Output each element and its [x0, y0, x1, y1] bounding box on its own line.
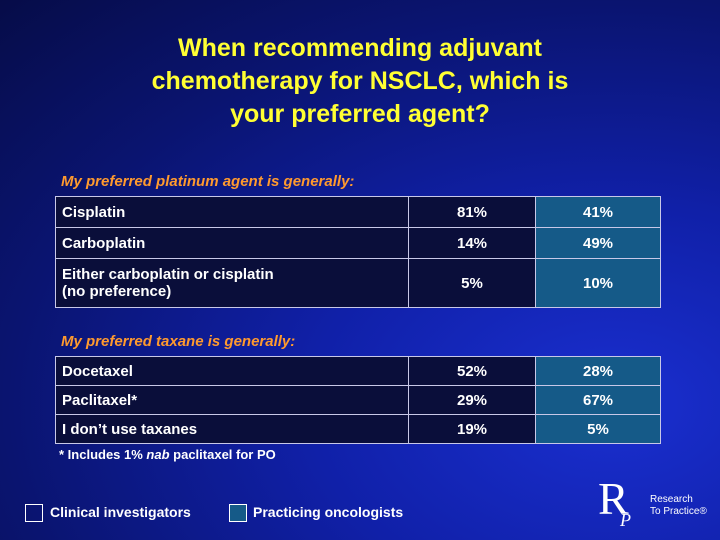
logo-text: Research	[650, 494, 693, 505]
label-line: Paclitaxel*	[62, 391, 138, 409]
footnote-part: * Includes 1%	[59, 447, 147, 462]
value-cell: 67%	[535, 385, 661, 415]
title-line: When recommending adjuvant	[178, 34, 542, 62]
label-line: Cisplatin	[62, 203, 126, 221]
logo-letter: R	[598, 473, 629, 524]
section-heading: My preferred taxane is generally:	[61, 333, 296, 350]
legend-swatch	[25, 504, 43, 522]
row-label: Docetaxel	[55, 356, 409, 386]
label-line: Either carboplatin or cisplatin	[62, 266, 274, 283]
value-cell: 10%	[535, 258, 661, 308]
legend-label: Practicing oncologists	[253, 504, 404, 520]
footnote-part: paclitaxel for PO	[169, 447, 276, 462]
value-cell: 28%	[535, 356, 661, 386]
value-cell: 41%	[535, 196, 661, 228]
value-cell: 52%	[408, 356, 536, 386]
logo-text: To Practice®	[650, 506, 707, 517]
value-cell: 81%	[408, 196, 536, 228]
label-line: (no preference)	[62, 283, 172, 300]
label-line: Docetaxel	[62, 362, 133, 380]
value-cell: 19%	[408, 414, 536, 444]
label-line: Carboplatin	[62, 234, 146, 252]
value-cell: 5%	[408, 258, 536, 308]
section-heading: My preferred platinum agent is generally…	[61, 173, 355, 190]
row-label: Carboplatin	[55, 227, 409, 259]
title-line: your preferred agent?	[230, 100, 490, 128]
row-label: Cisplatin	[55, 196, 409, 228]
value-cell: 49%	[535, 227, 661, 259]
logo-letter: P	[620, 510, 631, 530]
row-label: Paclitaxel*	[55, 385, 409, 415]
value-cell: 5%	[535, 414, 661, 444]
row-label: Either carboplatin or cisplatin (no prefe…	[55, 258, 409, 308]
value-cell: 29%	[408, 385, 536, 415]
legend-swatch	[229, 504, 247, 522]
legend-label: Clinical investigators	[50, 504, 191, 520]
row-label: I don’t use taxanes	[55, 414, 409, 444]
value-cell: 14%	[408, 227, 536, 259]
footnote-part: nab	[146, 447, 170, 462]
title-line: chemotherapy for NSCLC, which is	[151, 67, 569, 95]
label-line: I don’t use taxanes	[62, 420, 198, 438]
footnote: * Includes 1% nab paclitaxel for PO	[59, 447, 276, 462]
